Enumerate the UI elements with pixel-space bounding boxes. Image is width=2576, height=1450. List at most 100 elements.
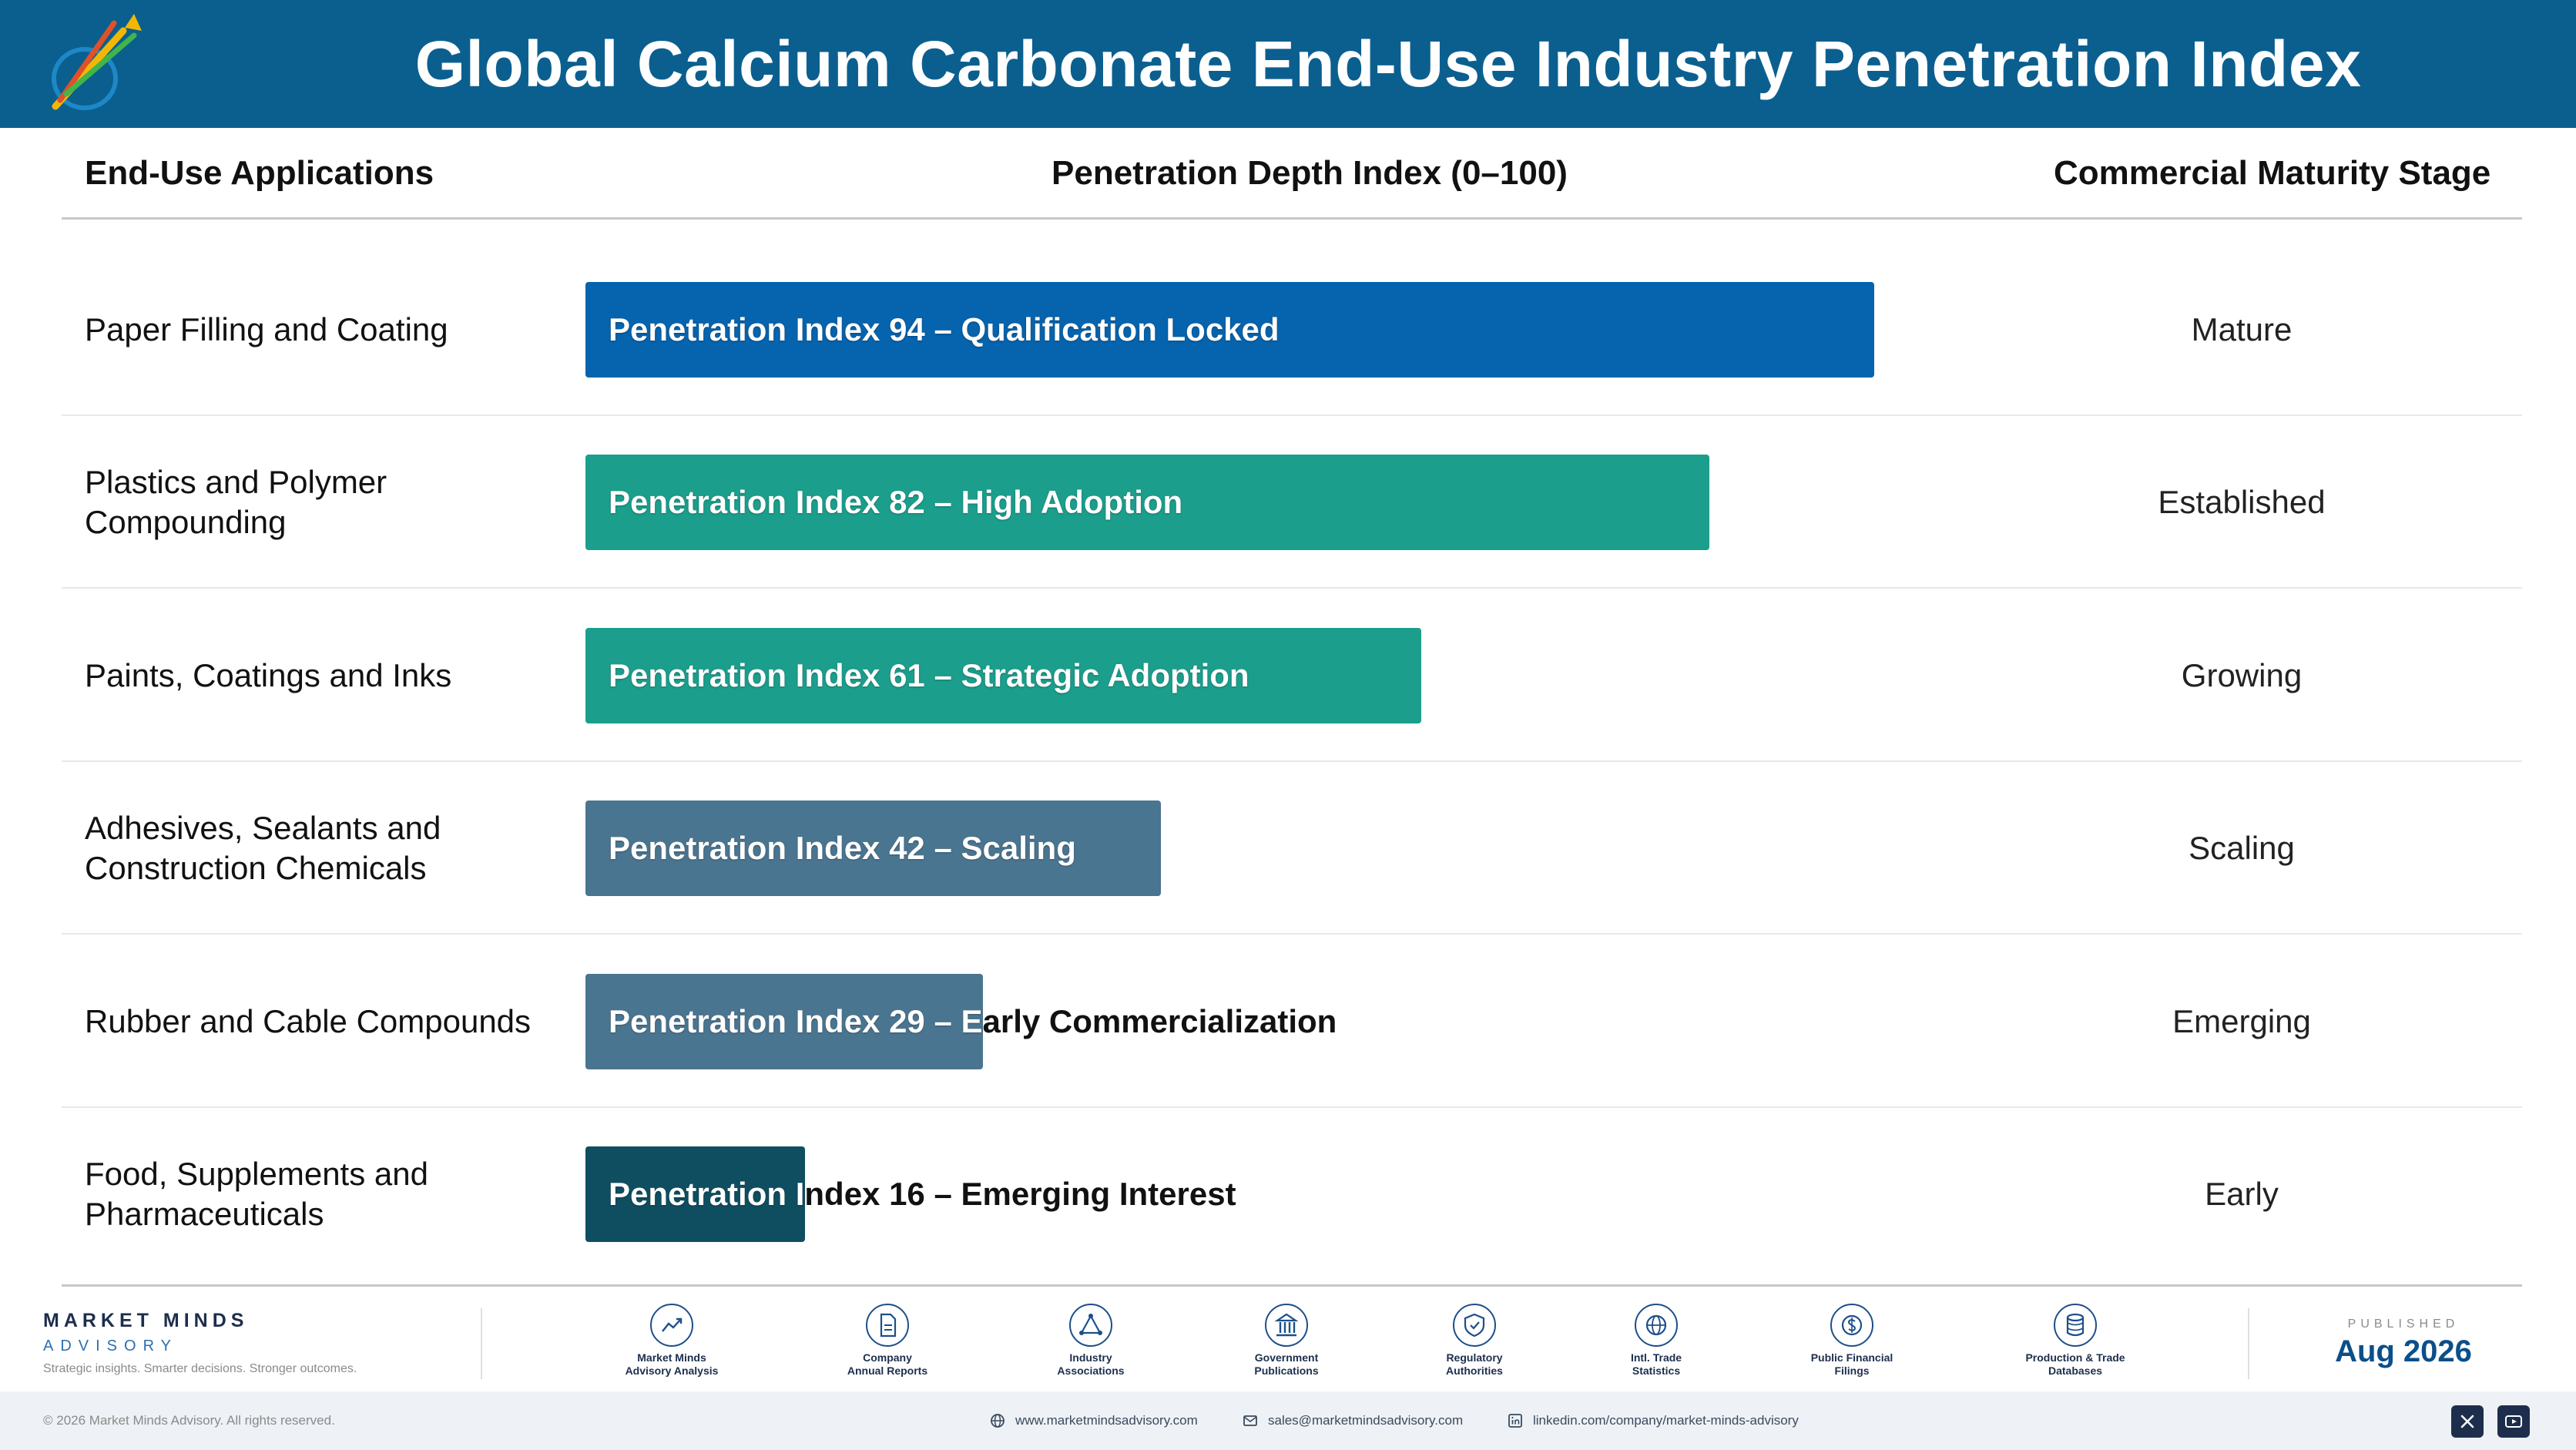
bar-data-label-inside: Penetration Index 82 – High Adoption bbox=[609, 484, 1183, 521]
email-text: sales@marketmindsadvisory.com bbox=[1268, 1413, 1464, 1428]
chart-row: Rubber and Cable Compounds Penetration In… bbox=[62, 935, 2522, 1108]
category-label: Paper Filling and Coating bbox=[85, 311, 448, 347]
published-label: PUBLISHED bbox=[2347, 1317, 2460, 1331]
source-label: Market Minds Advisory Analysis bbox=[625, 1351, 719, 1377]
bar-data-label: Penetration Index 61 – Strategic Adoptio… bbox=[609, 656, 1249, 693]
chart-row: Plastics and Polymer Compounding Penetrat… bbox=[62, 416, 2522, 589]
source-label: Public Financial Filings bbox=[1810, 1351, 1893, 1377]
x-social-button[interactable] bbox=[2451, 1405, 2484, 1438]
bar-data-label-inside: Penetration Index 94 – Qualification Loc… bbox=[609, 311, 1280, 347]
youtube-social-button[interactable] bbox=[2497, 1405, 2530, 1438]
maturity-stage: Growing bbox=[2181, 656, 2303, 693]
category-label: Paints, Coatings and Inks bbox=[85, 656, 452, 693]
bar-data-label-inside: Penetration Index 16 – Emerging Interest bbox=[609, 1176, 805, 1212]
penetration-bar bbox=[585, 1146, 805, 1242]
maturity-stage: Established bbox=[2158, 484, 2326, 521]
penetration-bar bbox=[585, 455, 1710, 551]
source-item: Production & Trade Databases bbox=[1998, 1304, 2152, 1378]
chart-row: Adhesives, Sealants and Construction Che… bbox=[62, 762, 2522, 935]
rising-arrows-logo-icon bbox=[52, 14, 142, 110]
shield-check-icon bbox=[1453, 1304, 1496, 1347]
row-divider bbox=[62, 587, 2522, 589]
maturity-stage: Mature bbox=[2191, 311, 2293, 347]
column-header-index: Penetration Depth Index (0–100) bbox=[1052, 154, 1568, 192]
bar-data-label-inside: Penetration Index 29 – Early Commerciali… bbox=[609, 1002, 983, 1039]
source-label: Regulatory Authorities bbox=[1446, 1351, 1503, 1377]
chart-row: Paints, Coatings and Inks Penetration Ind… bbox=[62, 589, 2522, 762]
row-divider bbox=[62, 415, 2522, 416]
source-label: Company Annual Reports bbox=[847, 1351, 928, 1377]
page-title: Global Calcium Carbonate End-Use Industr… bbox=[414, 28, 2362, 100]
maturity-stage: Emerging bbox=[2172, 1002, 2311, 1039]
bar-label-overlay: Penetration Index 94 – Qualification Loc… bbox=[585, 282, 1874, 378]
globe-icon bbox=[1635, 1304, 1678, 1347]
bar-label-overlay: Penetration Index 16 – Emerging Interest bbox=[585, 1146, 805, 1242]
bar-data-label-inside: Penetration Index 42 – Scaling bbox=[609, 830, 1076, 867]
bar-label-overlay: Penetration Index 42 – Scaling bbox=[585, 801, 1161, 896]
source-item: Regulatory Authorities bbox=[1397, 1304, 1551, 1378]
linkedin-icon bbox=[1508, 1414, 1522, 1428]
penetration-bar bbox=[585, 282, 1874, 378]
header-banner: Global Calcium Carbonate End-Use Industr… bbox=[0, 0, 2576, 128]
category-label: Adhesives, Sealants and Construction Che… bbox=[85, 810, 441, 887]
bar-data-label: Penetration Index 82 – High Adoption bbox=[609, 484, 1183, 521]
category-label: Rubber and Cable Compounds bbox=[85, 1002, 532, 1039]
bar-data-label: Penetration Index 42 – Scaling bbox=[609, 830, 1076, 867]
source-item: Intl. Trade Statistics bbox=[1579, 1304, 1733, 1378]
footer-divider bbox=[481, 1308, 482, 1379]
source-item: Industry Associations bbox=[1014, 1304, 1168, 1378]
source-item: Government Publications bbox=[1209, 1304, 1363, 1378]
footer: MARKET MINDS ADVISORY Strategic insights… bbox=[0, 1294, 2576, 1388]
maturity-stage: Scaling bbox=[2189, 830, 2295, 867]
bar-data-label: Penetration Index 16 – Emerging Interest bbox=[609, 1176, 1236, 1212]
website-text: www.marketmindsadvisory.com bbox=[1015, 1413, 1198, 1428]
brand-name: MARKET MINDS bbox=[43, 1310, 249, 1331]
bar-data-label: Penetration Index 29 – Early Commerciali… bbox=[609, 1002, 1337, 1039]
bar-label-overlay: Penetration Index 29 – Early Commerciali… bbox=[585, 974, 983, 1069]
trend-line-icon bbox=[650, 1304, 693, 1347]
row-divider bbox=[62, 760, 2522, 762]
row-divider bbox=[62, 933, 2522, 935]
document-icon bbox=[866, 1304, 909, 1347]
linkedin-text: linkedin.com/company/market-minds-adviso… bbox=[1533, 1413, 1799, 1428]
chart-row: Paper Filling and Coating Penetration Ind… bbox=[62, 243, 2522, 416]
email-link[interactable]: sales@marketmindsadvisory.com bbox=[1242, 1391, 1463, 1450]
published-date: Aug 2026 bbox=[2335, 1334, 2472, 1368]
brand-tagline: Strategic insights. Smarter decisions. S… bbox=[43, 1362, 357, 1375]
copyright: © 2026 Market Minds Advisory. All rights… bbox=[43, 1413, 335, 1428]
chart-row: Food, Supplements and Pharmaceuticals Pen… bbox=[62, 1108, 2522, 1280]
penetration-bar bbox=[585, 973, 983, 1069]
x-icon bbox=[2460, 1415, 2474, 1428]
source-item: Market Minds Advisory Analysis bbox=[595, 1304, 749, 1378]
bar-data-label: Penetration Index 94 – Qualification Loc… bbox=[609, 311, 1280, 347]
globe-icon bbox=[991, 1414, 1005, 1428]
header-divider bbox=[62, 217, 2522, 220]
database-icon bbox=[2054, 1304, 2097, 1347]
column-header-applications: End-Use Applications bbox=[85, 154, 434, 192]
bar-label-overlay: Penetration Index 82 – High Adoption bbox=[585, 455, 1709, 550]
dollar-coin-icon bbox=[1830, 1304, 1873, 1347]
category-label: Food, Supplements and Pharmaceuticals bbox=[85, 1156, 428, 1232]
footer-divider bbox=[2248, 1308, 2249, 1379]
bar-label-overlay: Penetration Index 61 – Strategic Adoptio… bbox=[585, 628, 1421, 723]
category-label: Plastics and Polymer Compounding bbox=[85, 464, 387, 541]
penetration-bar bbox=[585, 801, 1162, 897]
bar-data-label-inside: Penetration Index 61 – Strategic Adoptio… bbox=[609, 656, 1249, 693]
penetration-bar bbox=[585, 627, 1422, 723]
source-item: Public Financial Filings bbox=[1775, 1304, 1929, 1378]
website-link[interactable]: www.marketmindsadvisory.com bbox=[989, 1391, 1198, 1450]
source-item: Company Annual Reports bbox=[810, 1304, 964, 1378]
column-header-stage: Commercial Maturity Stage bbox=[2054, 154, 2491, 192]
government-building-icon bbox=[1265, 1304, 1308, 1347]
network-icon bbox=[1069, 1304, 1112, 1347]
chart-bottom-divider bbox=[62, 1284, 2522, 1287]
linkedin-link[interactable]: linkedin.com/company/market-minds-adviso… bbox=[1507, 1391, 1799, 1450]
source-label: Government Publications bbox=[1254, 1351, 1319, 1377]
row-divider bbox=[62, 1106, 2522, 1108]
maturity-stage: Early bbox=[2205, 1176, 2279, 1212]
youtube-icon bbox=[2505, 1415, 2522, 1428]
sub-footer: © 2026 Market Minds Advisory. All rights… bbox=[0, 1391, 2576, 1450]
mail-icon bbox=[1243, 1415, 1257, 1426]
source-label: Production & Trade Databases bbox=[2025, 1351, 2125, 1377]
source-label: Industry Associations bbox=[1057, 1351, 1125, 1377]
